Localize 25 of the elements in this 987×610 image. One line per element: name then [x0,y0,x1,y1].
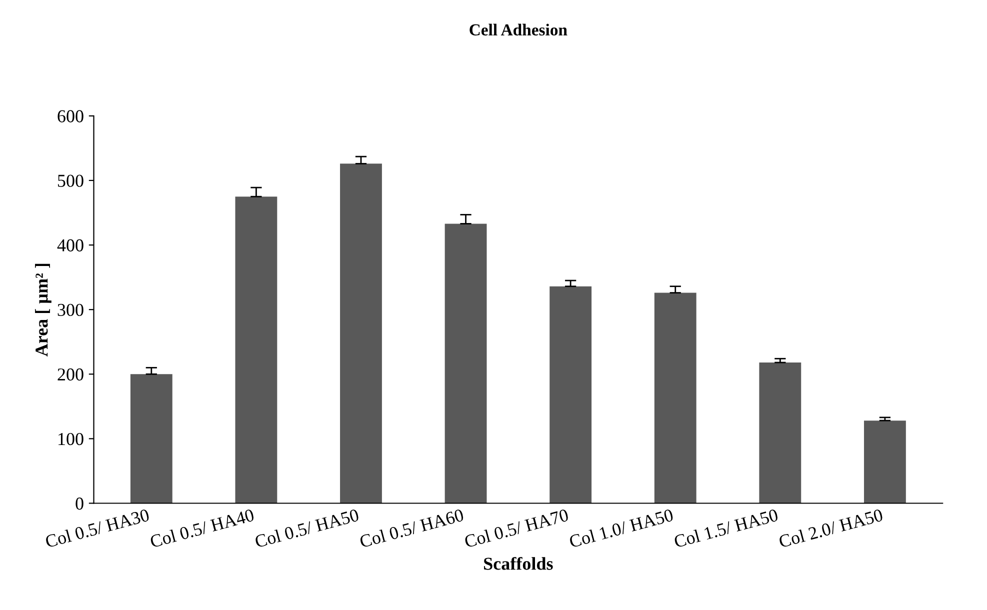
y-tick-label: 100 [58,432,84,446]
y-tick-label: 0 [76,498,84,510]
y-tick-label: 600 [58,110,84,122]
x-tick-label: Col 2.0/ HA50 [778,508,884,548]
y-tick-label: 300 [58,304,84,316]
y-axis-title: Area [ µm² ] [35,264,52,356]
y-tick-label: 200 [58,368,84,381]
bar [759,362,802,504]
x-tick-label: Col 0.5/ HA40 [149,508,255,548]
x-tick-label: Col 1.5/ HA50 [673,508,779,548]
x-axis-title: Scaffolds [484,556,553,570]
bar [340,164,382,504]
y-tick-label: 500 [58,174,84,187]
y-tick-label: 400 [57,239,84,252]
x-tick-label: Col 0.5/ HA70 [464,508,569,548]
bar [235,196,278,504]
x-tick-label: Col 0.5/ HA50 [254,508,360,548]
bar [130,374,172,504]
bar [550,286,592,504]
bar [444,224,487,504]
bar [654,292,696,504]
x-tick-label: Col 0.5/ HA60 [359,508,464,548]
bar [864,420,906,504]
x-tick-label: Col 1.0/ HA50 [568,508,674,548]
chart-title: Cell Adhesion [470,24,568,36]
